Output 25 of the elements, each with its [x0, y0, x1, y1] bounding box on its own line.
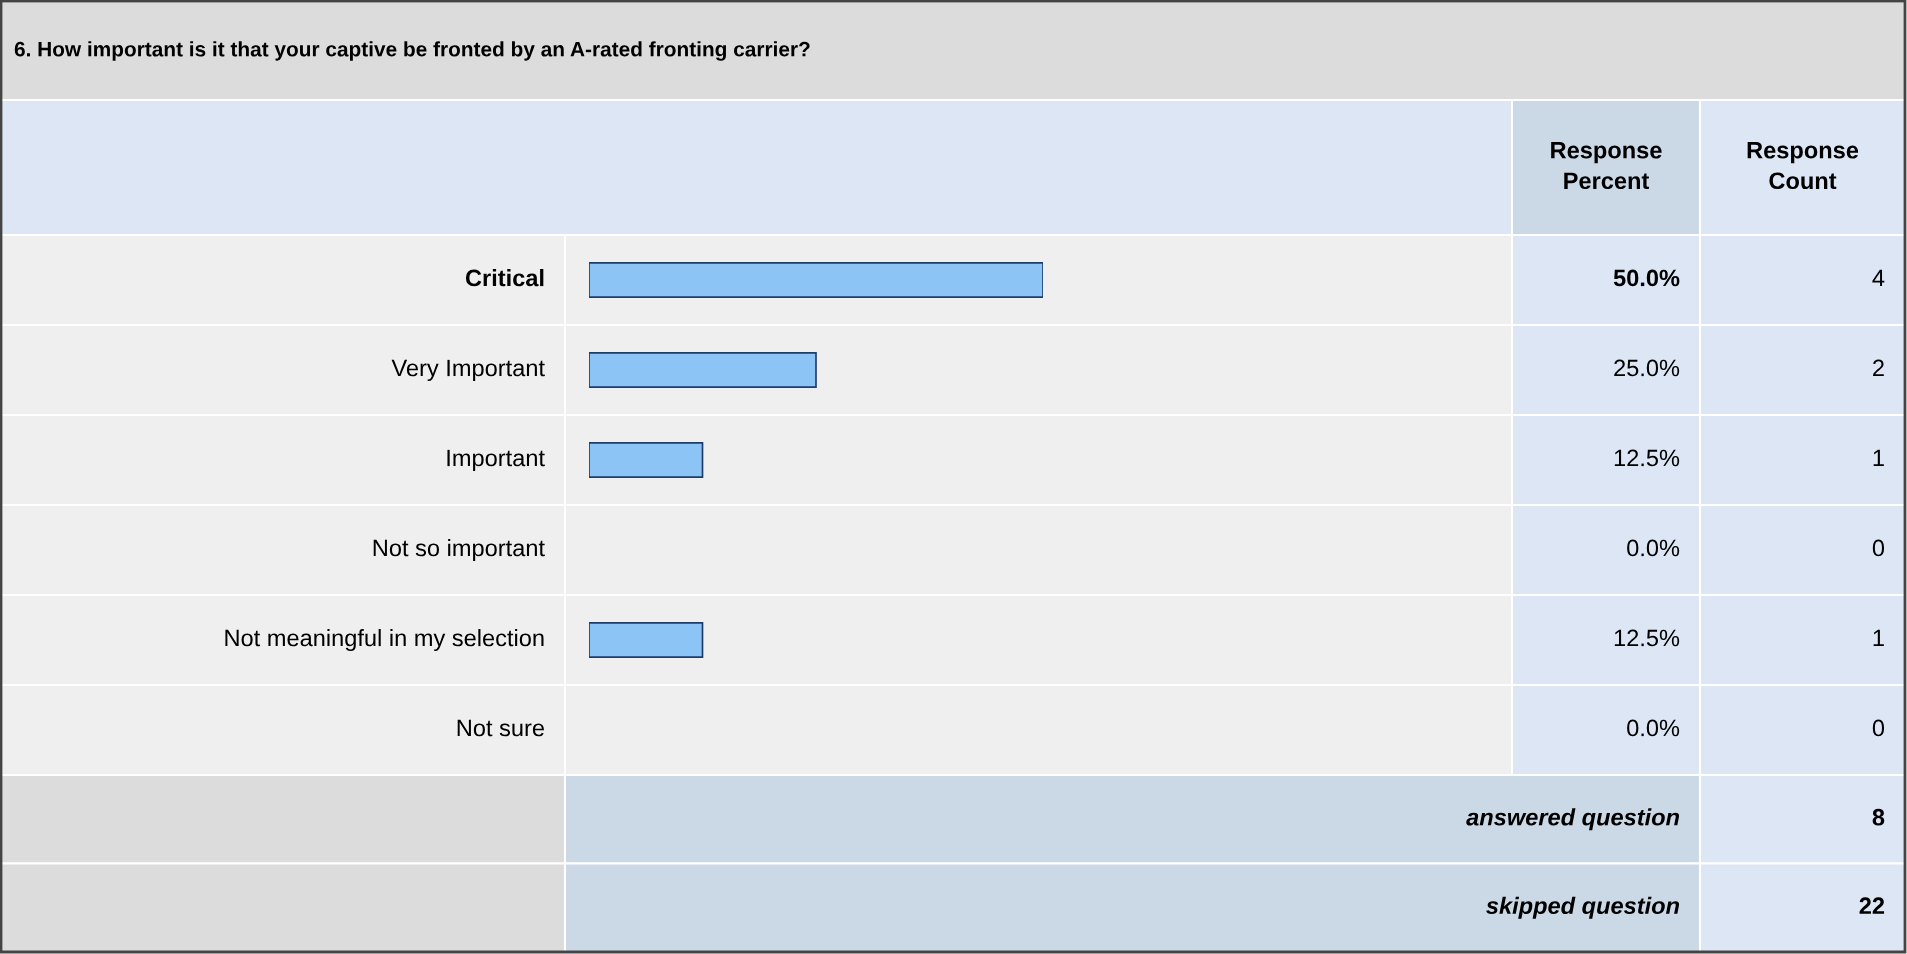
text: answered question [1466, 808, 1680, 831]
y-tick-label: Very Important [391, 359, 545, 381]
data-label: 0.0% [1627, 719, 1680, 737]
data-label: 50.0% [1613, 269, 1680, 287]
y-tick-label: Important [447, 449, 545, 472]
text: 6. How important is it that your captive be fronted by an A-rated fronting carrier? [14, 41, 810, 61]
text: 1 [1873, 629, 1884, 647]
y-tick-label: Not so important [373, 538, 545, 561]
text: 0 [1872, 539, 1885, 557]
text: Response Percent [1551, 142, 1662, 190]
text: 0 [1872, 719, 1885, 737]
y-tick-label: Not sure [457, 719, 544, 737]
data-label: 12.5% [1614, 629, 1680, 647]
text: 22 [1859, 897, 1885, 914]
text: 1 [1873, 449, 1884, 467]
data-label: 12.5% [1614, 449, 1680, 467]
text: 2 [1873, 359, 1884, 377]
text: skipped question [1486, 896, 1680, 919]
text: 8 [1872, 808, 1885, 826]
y-tick-label: Not meaningful in my selection [225, 628, 544, 652]
text: Response Count [1747, 142, 1859, 190]
data-label: 0.0% [1627, 539, 1680, 557]
text: 4 [1872, 269, 1885, 287]
data-label: 25.0% [1614, 359, 1680, 377]
y-tick-label: Critical [465, 269, 544, 287]
